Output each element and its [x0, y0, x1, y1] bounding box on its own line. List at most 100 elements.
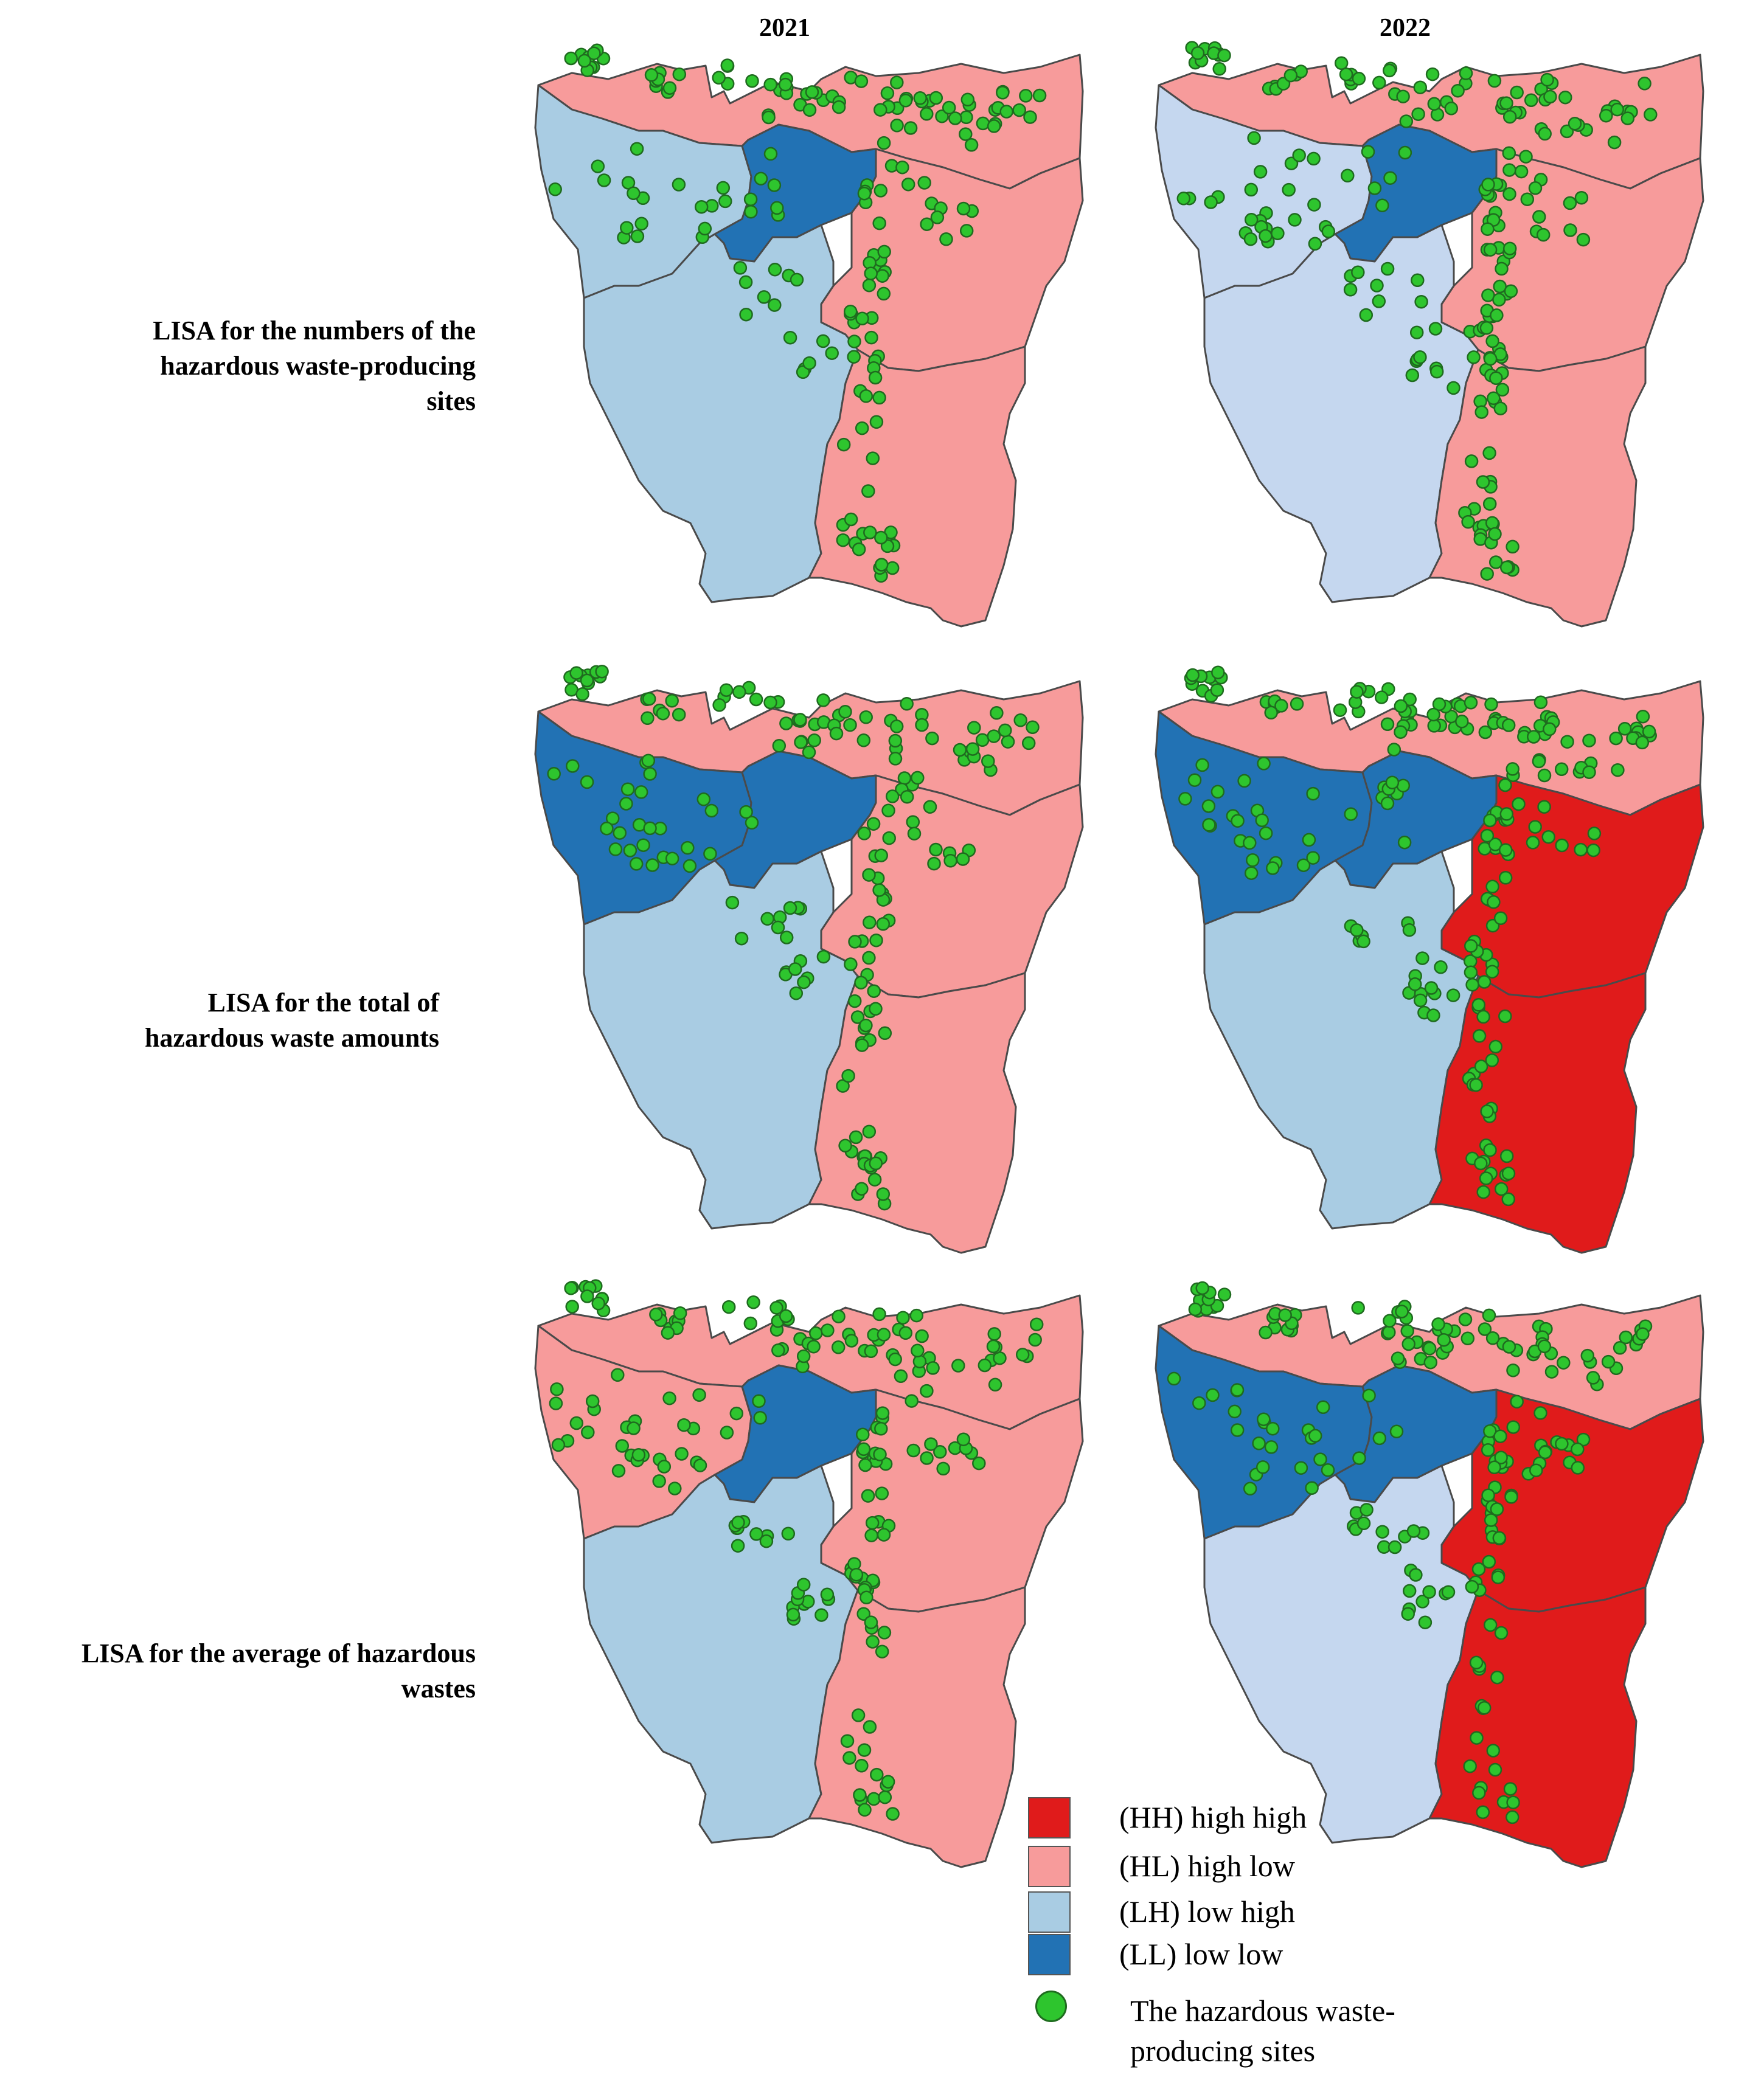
- site-marker: [1402, 1584, 1417, 1598]
- site-marker: [935, 109, 949, 123]
- site-marker: [1028, 1332, 1042, 1347]
- site-marker: [874, 1422, 888, 1436]
- site-marker: [889, 719, 904, 733]
- site-marker: [1558, 90, 1572, 105]
- map-total-2021: [481, 645, 1113, 1301]
- site-marker: [1308, 1429, 1322, 1443]
- site-marker: [1247, 131, 1261, 145]
- site-marker: [1434, 960, 1448, 974]
- site-marker: [1520, 192, 1535, 206]
- site-marker: [1494, 1182, 1509, 1196]
- legend-item-sites: The hazardous waste-producing sites: [1022, 1991, 1630, 2076]
- site-marker: [972, 1456, 986, 1471]
- site-marker: [675, 1447, 689, 1461]
- site-marker: [1202, 818, 1216, 832]
- site-marker: [662, 1391, 676, 1405]
- column-title-2022: 2022: [1380, 14, 1431, 42]
- site-marker: [920, 1451, 934, 1465]
- site-marker: [1484, 697, 1498, 712]
- site-marker: [1586, 843, 1600, 858]
- legend-label-hh: (HH) high high: [1119, 1800, 1307, 1834]
- site-marker: [816, 334, 830, 348]
- site-marker: [1343, 283, 1358, 297]
- site-marker: [1413, 350, 1427, 364]
- site-marker: [832, 1309, 846, 1323]
- site-marker: [843, 304, 858, 319]
- site-marker: [738, 275, 753, 289]
- site-marker: [1501, 1166, 1516, 1180]
- site-marker: [712, 698, 726, 712]
- site-marker: [794, 735, 808, 749]
- site-marker: [1012, 103, 1026, 117]
- site-marker: [832, 100, 846, 114]
- site-marker: [1481, 178, 1495, 192]
- site-marker: [1510, 1395, 1524, 1409]
- site-marker: [1638, 77, 1651, 91]
- site-marker: [1529, 1463, 1543, 1477]
- site-marker: [1485, 334, 1499, 348]
- site-marker: [1211, 665, 1225, 679]
- site-marker: [874, 530, 888, 545]
- site-marker: [814, 1608, 828, 1622]
- site-marker: [1230, 1423, 1245, 1437]
- site-marker: [1255, 813, 1269, 828]
- site-marker: [816, 949, 831, 964]
- site-marker: [672, 67, 687, 81]
- site-marker: [1432, 697, 1447, 712]
- site-marker: [672, 178, 686, 192]
- site-marker: [1389, 1424, 1404, 1439]
- site-marker: [802, 356, 816, 370]
- site-marker: [936, 1461, 950, 1476]
- site-marker: [829, 726, 844, 741]
- site-marker: [856, 1442, 871, 1457]
- site-marker: [753, 1411, 767, 1425]
- site-marker: [1398, 145, 1412, 160]
- site-marker: [838, 1138, 852, 1153]
- site-marker: [876, 1187, 891, 1201]
- site-marker: [864, 1344, 878, 1359]
- site-marker: [1455, 715, 1469, 729]
- site-marker: [1394, 725, 1408, 739]
- site-marker: [890, 75, 904, 89]
- site-marker: [1607, 135, 1622, 150]
- site-marker: [547, 767, 561, 781]
- legend-item-hl: (HL) high low: [1022, 1846, 1630, 1888]
- site-marker: [1620, 111, 1635, 125]
- site-marker: [959, 110, 973, 125]
- site-marker: [752, 1394, 766, 1409]
- site-marker: [779, 1309, 793, 1323]
- site-marker: [965, 742, 980, 756]
- site-marker: [851, 1708, 866, 1722]
- site-marker: [876, 917, 891, 931]
- site-marker: [912, 1354, 927, 1368]
- site-marker: [1427, 97, 1442, 111]
- site-marker: [1487, 895, 1501, 909]
- site-marker: [745, 816, 759, 830]
- site-marker: [796, 1578, 811, 1592]
- site-marker: [1485, 965, 1499, 979]
- site-marker: [1344, 807, 1358, 821]
- site-marker: [863, 525, 877, 539]
- site-marker: [1361, 145, 1375, 159]
- site-marker: [894, 1369, 908, 1384]
- site-marker: [858, 1458, 872, 1472]
- site-marker: [746, 1295, 760, 1309]
- site-marker: [885, 789, 900, 803]
- site-marker: [1212, 62, 1226, 76]
- site-marker: [1480, 1104, 1494, 1118]
- site-marker: [1519, 150, 1533, 164]
- site-marker: [1490, 1670, 1504, 1685]
- site-marker: [696, 792, 711, 806]
- site-marker: [643, 821, 657, 836]
- site-marker: [1023, 110, 1037, 124]
- site-marker: [1385, 775, 1400, 789]
- site-marker: [732, 685, 746, 699]
- site-marker: [1506, 1810, 1520, 1825]
- map-average-2021: [481, 1259, 1113, 1916]
- site-marker: [1266, 1421, 1280, 1436]
- site-marker: [1190, 46, 1205, 60]
- site-marker: [852, 542, 866, 556]
- site-marker: [1470, 1731, 1484, 1745]
- site-marker: [986, 1339, 1001, 1354]
- site-marker: [1411, 107, 1425, 121]
